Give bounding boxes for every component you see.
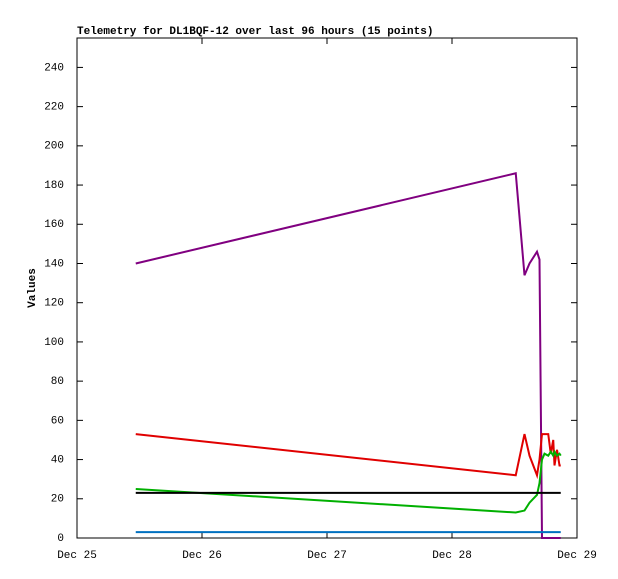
- x-tick-label: Dec 29: [557, 550, 597, 562]
- y-tick-label: 220: [44, 102, 64, 114]
- y-tick-label: 240: [44, 62, 64, 74]
- y-tick-label: 0: [57, 533, 64, 545]
- x-tick-label: Dec 28: [432, 550, 472, 562]
- y-tick-label: 100: [44, 337, 64, 349]
- y-tick-label: 40: [51, 454, 64, 466]
- y-tick-label: 140: [44, 258, 64, 270]
- x-tick-label: Dec 26: [182, 550, 222, 562]
- y-tick-label: 160: [44, 219, 64, 231]
- y-tick-label: 180: [44, 180, 64, 192]
- series-line: [135, 172, 561, 539]
- x-tick-label: Dec 25: [57, 550, 97, 562]
- y-tick-label: 60: [51, 415, 64, 427]
- y-tick-label: 80: [51, 376, 64, 388]
- y-tick-label: 20: [51, 494, 64, 506]
- y-tick-label: 120: [44, 298, 64, 310]
- series-line: [135, 449, 562, 514]
- x-tick-label: Dec 27: [307, 550, 347, 562]
- series-line: [135, 433, 561, 480]
- chart-title: Telemetry for DL1BQF-12 over last 96 hou…: [77, 26, 433, 38]
- y-axis-label: Values: [27, 268, 39, 308]
- y-tick-label: 200: [44, 141, 64, 153]
- plot-frame: [76, 37, 578, 539]
